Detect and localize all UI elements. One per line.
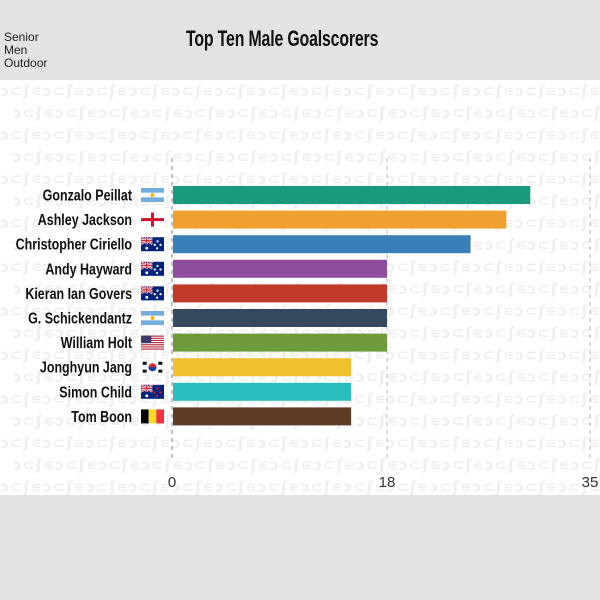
bar-0: [173, 186, 531, 204]
flag-argentina-icon: [141, 188, 164, 202]
chart-title: Top Ten Male Goalscorers: [186, 26, 379, 51]
player-name-7: Jonghyun Jang: [40, 359, 132, 377]
bar-2: [173, 235, 471, 254]
x-tick-label-18: 18: [379, 474, 396, 491]
bar-3: [173, 259, 387, 278]
x-tick-label-35: 35: [582, 474, 599, 491]
bar-1: [173, 210, 507, 229]
bar-5: [173, 309, 387, 327]
player-name-9: Tom Boon: [71, 409, 132, 427]
bar-7: [173, 358, 352, 377]
bar-6: [173, 333, 387, 352]
player-name-4: Kieran Ian Govers: [25, 286, 132, 304]
player-name-6: William Holt: [61, 335, 132, 353]
player-name-5: G. Schickendantz: [28, 310, 132, 328]
player-name-1: Ashley Jackson: [38, 212, 132, 230]
flag-new-zealand-icon: [140, 383, 164, 399]
flag-england-icon: [141, 212, 164, 227]
bar-8: [173, 382, 352, 401]
player-name-2: Christopher Ciriello: [16, 236, 133, 254]
category-label: Senior Men Outdoor: [4, 31, 47, 70]
x-tick-label-0: 0: [168, 474, 176, 491]
flag-usa-icon: [141, 335, 164, 350]
flag-australia-icon: [140, 260, 164, 276]
flag-australia-icon: [140, 285, 164, 301]
player-name-8: Simon Child: [59, 384, 132, 402]
category-line-level: Senior: [4, 30, 39, 44]
category-line-type: Outdoor: [4, 56, 48, 70]
flag-belgium-icon: [141, 409, 164, 424]
bar-4: [173, 284, 387, 303]
flag-argentina-icon: [141, 311, 164, 325]
bar-9: [173, 407, 352, 426]
player-name-0: Gonzalo Peillat: [43, 187, 133, 205]
flag-australia-icon: [140, 236, 164, 252]
player-name-3: Andy Hayward: [45, 261, 132, 279]
flag-south-korea-icon: [141, 360, 164, 375]
category-line-gender: Men: [4, 43, 28, 57]
